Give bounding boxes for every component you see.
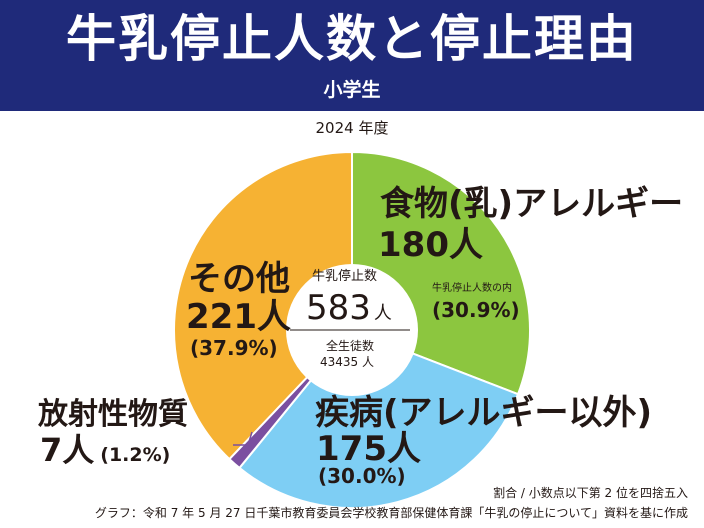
label-food-allergy: 食物(乳)アレルギー bbox=[380, 184, 684, 224]
count-food-allergy: 180人 bbox=[378, 225, 483, 265]
center-stop-label: 牛乳停止数 bbox=[312, 269, 378, 284]
pct-illness: (30.0%) bbox=[318, 464, 406, 488]
radiation-value-row: 7人 (1.2%) bbox=[40, 434, 170, 466]
slice-illness bbox=[238, 328, 520, 509]
chart-title: 牛乳停止人数と停止理由 bbox=[66, 10, 638, 68]
radiation-leader-line bbox=[233, 431, 253, 446]
center-stop-count: 583 人 bbox=[306, 291, 392, 325]
center-stop-value: 583 bbox=[306, 288, 371, 328]
label-radiation: 放射性物質 bbox=[38, 397, 188, 432]
slice-other bbox=[173, 150, 353, 461]
label-other: その他 bbox=[188, 259, 290, 299]
count-other: 221人 bbox=[186, 297, 291, 337]
pct-food-allergy: (30.9%) bbox=[432, 298, 520, 322]
center-stop-unit: 人 bbox=[373, 303, 392, 324]
label-illness: 疾病(アレルギー以外) bbox=[315, 393, 653, 433]
sub-note: 牛乳停止人数の内 bbox=[432, 283, 512, 294]
rounding-note: 割合 / 小数点以下第 2 位を四捨五入 bbox=[493, 486, 688, 500]
count-illness: 175人 bbox=[316, 429, 421, 469]
center-total-label: 全生徒数 bbox=[326, 339, 375, 353]
chart-subtitle: 小学生 bbox=[323, 79, 381, 101]
pct-radiation: (1.2%) bbox=[100, 444, 171, 466]
title-banner: 牛乳停止人数と停止理由 小学生 bbox=[0, 0, 704, 111]
source-note: グラフ：令和 7 年 5 月 27 日千葉市教育委員会学校教育部保健体育課「牛乳… bbox=[94, 506, 688, 520]
year-label: 2024 年度 bbox=[315, 119, 389, 137]
count-radiation: 7人 bbox=[40, 431, 95, 469]
pct-other: (37.9%) bbox=[190, 336, 278, 360]
center-total-value: 43435 人 bbox=[320, 355, 374, 369]
